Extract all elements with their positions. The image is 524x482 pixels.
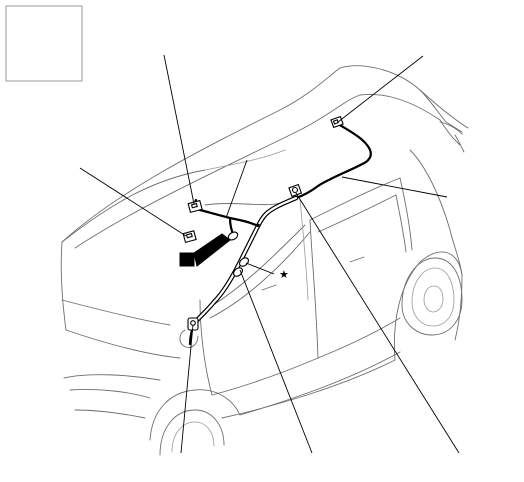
leader-a-pillar-lower: [180, 324, 194, 454]
roof-harness-line: [294, 122, 372, 200]
wiring-harness: [188, 122, 372, 346]
leader-a-pillar-mid: [239, 269, 313, 454]
legend-box: [5, 5, 83, 82]
star-marker: ★: [279, 268, 289, 281]
harness-bundle-inner: [256, 196, 298, 228]
leader-rear-roof: [337, 55, 424, 123]
left-connector: [182, 230, 197, 244]
leader-roof-harness: [341, 176, 448, 198]
leader-star: [245, 262, 275, 275]
leader-left: [79, 167, 187, 237]
a-pillar-mid-connector: [233, 257, 249, 277]
connectors: [182, 115, 344, 331]
view-direction-indicator: [179, 233, 231, 267]
vehicle-outline: [60, 65, 469, 456]
a-pillar-harness-inner: [192, 224, 260, 326]
b-pillar-connector: [288, 183, 303, 198]
rear-roof-connector: [330, 115, 344, 129]
leader-top-center: [163, 54, 195, 205]
leader-b-pillar: [295, 192, 460, 454]
leader-harness-upper: [225, 159, 248, 219]
harness-bundle-outer: [255, 195, 299, 229]
leader-lines: [79, 54, 460, 454]
